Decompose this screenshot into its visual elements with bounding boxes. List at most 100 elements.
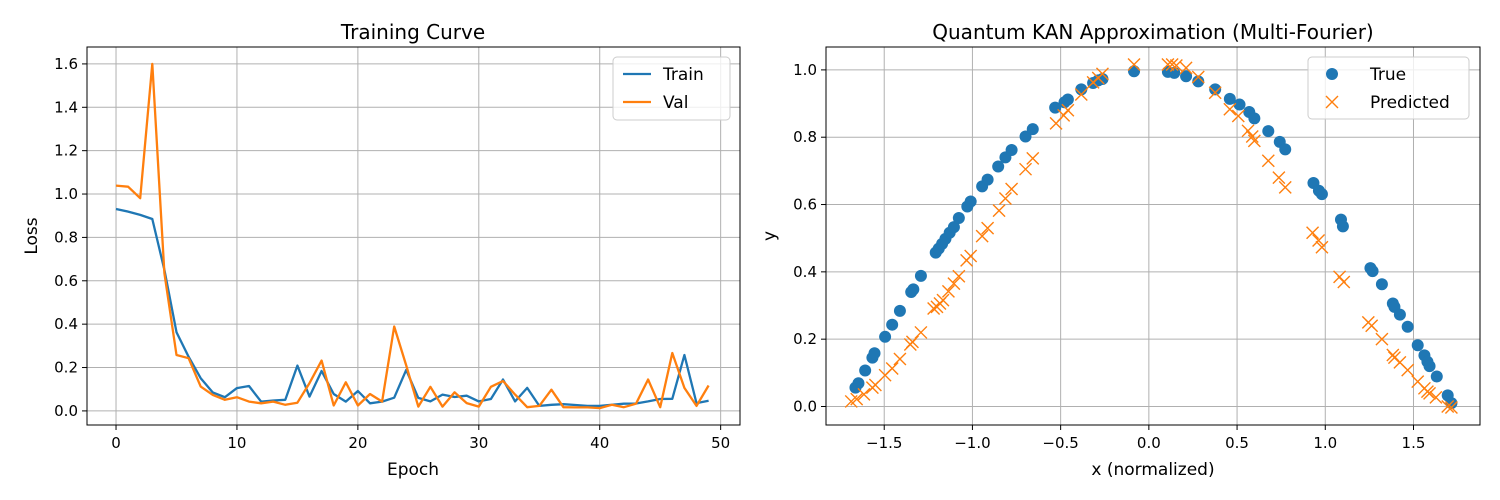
data-point xyxy=(868,347,881,360)
legend: True Predicted xyxy=(1307,56,1470,120)
axes-frame xyxy=(86,46,741,426)
data-point xyxy=(964,249,978,263)
data-point xyxy=(1401,320,1414,333)
legend-label: Train xyxy=(662,65,704,85)
x-tick-label: 50 xyxy=(711,434,730,452)
chart-title: Quantum KAN Approximation (Multi-Fourier… xyxy=(932,20,1373,44)
data-point xyxy=(1128,65,1141,78)
series-line xyxy=(115,207,709,408)
data-point xyxy=(1223,102,1237,116)
data-point xyxy=(885,361,899,375)
data-point xyxy=(1441,399,1455,413)
data-point xyxy=(907,283,920,296)
series-predicted xyxy=(844,58,1458,414)
legend: Train Val xyxy=(612,56,731,121)
x-tick-label: 20 xyxy=(348,434,367,452)
x-tick-label: 30 xyxy=(469,434,488,452)
data-point xyxy=(947,221,960,234)
data-point xyxy=(1245,130,1259,144)
x-tick-label: −0.5 xyxy=(1042,434,1078,452)
legend-label: True xyxy=(1369,65,1406,85)
data-point xyxy=(1019,162,1033,176)
data-point xyxy=(1127,58,1141,71)
axes-frame xyxy=(825,46,1481,426)
y-tick-label: 0.2 xyxy=(54,359,78,377)
y-tick-label: 1.4 xyxy=(54,98,78,116)
series-line xyxy=(115,62,710,410)
y-tick-label: 1.0 xyxy=(54,185,78,203)
data-point xyxy=(1223,92,1236,105)
y-tick-label: 0.4 xyxy=(54,315,78,333)
data-point xyxy=(1278,180,1292,194)
data-point xyxy=(1375,332,1389,346)
y-tick-label: 0.8 xyxy=(793,128,817,146)
data-point xyxy=(1180,70,1193,83)
y-tick-label: 0.0 xyxy=(54,402,78,420)
y-tick-label: 0.0 xyxy=(793,397,817,415)
x-tick-label: −1.0 xyxy=(954,434,990,452)
data-point xyxy=(952,269,966,283)
plot-area xyxy=(115,62,710,410)
x-axis-label: x (normalized) xyxy=(1091,460,1214,480)
x-tick-label: 10 xyxy=(227,434,246,452)
data-point xyxy=(1312,234,1326,248)
data-point xyxy=(947,277,961,291)
data-point xyxy=(1365,319,1379,333)
data-point xyxy=(1444,401,1458,414)
y-tick-label: 1.2 xyxy=(54,142,78,160)
data-point xyxy=(1336,220,1349,233)
data-point xyxy=(1429,390,1443,404)
data-point xyxy=(1026,151,1040,165)
legend-label: Predicted xyxy=(1370,93,1450,113)
x-axis-label: Epoch xyxy=(387,460,439,480)
series-train xyxy=(115,207,709,408)
data-point xyxy=(1315,240,1329,254)
data-point xyxy=(1061,93,1074,106)
data-point xyxy=(850,392,864,406)
y-tick-label: 0.8 xyxy=(54,228,78,246)
data-point xyxy=(1248,112,1261,125)
data-point xyxy=(1165,58,1179,71)
y-tick-label: 1.6 xyxy=(54,55,78,73)
y-tick-label: 0.2 xyxy=(793,330,817,348)
data-point xyxy=(914,269,927,282)
data-point xyxy=(1306,226,1320,240)
y-tick-label: 0.4 xyxy=(793,263,817,281)
x-tick-label: 0.0 xyxy=(1137,434,1161,452)
data-point xyxy=(1337,275,1351,289)
data-point xyxy=(992,204,1006,218)
series-true xyxy=(849,65,1458,410)
data-point xyxy=(1168,66,1181,79)
data-point xyxy=(981,173,994,186)
legend-box xyxy=(612,56,731,121)
data-point xyxy=(1095,67,1109,81)
data-point xyxy=(964,195,977,208)
data-point xyxy=(1430,370,1443,383)
data-point xyxy=(1061,103,1075,117)
y-axis-label: Loss xyxy=(22,217,42,254)
data-point xyxy=(1074,87,1088,101)
data-point xyxy=(1247,134,1261,148)
data-point xyxy=(1005,182,1019,196)
approximation-axes: Quantum KAN Approximation (Multi-Fourier… xyxy=(760,20,1481,480)
data-point xyxy=(1423,360,1436,373)
data-point xyxy=(1315,188,1328,201)
data-point xyxy=(1262,125,1275,138)
x-tick-label: 40 xyxy=(590,434,609,452)
data-point xyxy=(852,377,865,390)
x-tick-label: 0 xyxy=(111,434,121,452)
data-point xyxy=(914,325,928,339)
data-point xyxy=(1179,61,1193,75)
y-tick-label: 0.6 xyxy=(793,196,817,214)
data-point xyxy=(998,191,1012,205)
series-val xyxy=(115,62,710,410)
data-point xyxy=(1192,75,1205,88)
data-point xyxy=(1366,265,1379,278)
data-point xyxy=(936,293,950,307)
x-tick-label: 0.5 xyxy=(1225,434,1249,452)
data-point xyxy=(893,352,907,366)
legend-swatch xyxy=(1326,68,1338,80)
legend-swatch xyxy=(1325,95,1339,109)
data-point xyxy=(857,387,871,401)
